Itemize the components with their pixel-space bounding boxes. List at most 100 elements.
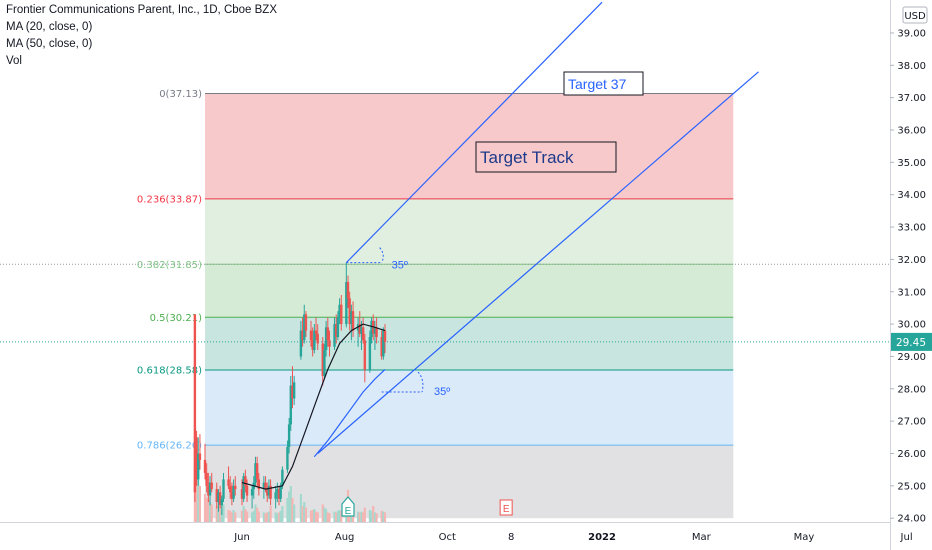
time-tick-label: May	[794, 532, 815, 543]
last-price-badge: 29.45	[891, 332, 932, 351]
volume-bar	[281, 506, 284, 522]
ma20-line	[241, 323, 386, 490]
candle	[262, 476, 266, 499]
trend-line-lower[interactable]	[317, 71, 759, 454]
candle	[218, 485, 222, 509]
volume-bar	[289, 486, 292, 522]
candle	[346, 275, 350, 308]
candle	[208, 476, 212, 506]
candle-body	[299, 330, 303, 357]
candle-body	[313, 330, 316, 350]
volume-bar	[314, 511, 318, 522]
candle	[287, 417, 291, 454]
price-axis-bg	[890, 0, 932, 550]
volume-bar	[219, 506, 222, 522]
volume-bar	[230, 512, 234, 522]
candle-body	[336, 317, 340, 338]
time-tick-label: Oct	[439, 532, 456, 543]
volume-legend[interactable]: Vol	[6, 55, 22, 67]
candle-body	[383, 330, 387, 342]
fib-label-0.236: 0.236(33.87)	[137, 194, 202, 205]
price-axis[interactable]: 24.00 25.00 26.00 27.00 28.00 29.00 30.00 31.00…	[890, 0, 932, 550]
volume-bar	[301, 506, 304, 522]
candle-body	[281, 469, 284, 486]
price-tick-label: 34.00	[897, 190, 926, 201]
candle-body	[266, 489, 269, 496]
candle	[324, 320, 328, 357]
volume-bar	[313, 509, 316, 522]
target37-textbox[interactable]: Target 37	[563, 71, 644, 96]
target-track-textbox[interactable]: Target Track	[475, 141, 617, 173]
candle-body	[227, 479, 230, 486]
candle-body	[210, 482, 213, 490]
candle	[338, 298, 341, 325]
candle-body	[382, 330, 385, 357]
target37-label: Target 37	[568, 76, 627, 92]
volume-bar	[309, 510, 313, 522]
volume-bar	[252, 510, 255, 522]
volume-bar	[380, 510, 383, 522]
candle-body	[257, 479, 261, 490]
candle-body	[195, 437, 198, 480]
candle	[291, 366, 294, 409]
earnings-marker[interactable]: E	[341, 496, 355, 517]
volume-bar	[215, 506, 218, 522]
volume-bar	[362, 512, 365, 522]
volume-bar	[358, 512, 361, 522]
candle-body	[375, 327, 378, 338]
volume-bar	[222, 504, 225, 522]
candle	[336, 311, 340, 341]
volume-bar	[328, 513, 331, 522]
fib-label-0.5: 0.5(30.21)	[150, 313, 202, 324]
candle	[286, 440, 289, 473]
candle	[229, 476, 232, 499]
candle	[326, 317, 330, 347]
candle-body	[311, 340, 314, 350]
volume-bar	[335, 512, 338, 522]
candle	[257, 472, 261, 496]
price-tick-label: 38.00	[897, 61, 926, 72]
currency-button[interactable]: USD	[902, 6, 928, 24]
volume-bar	[227, 510, 230, 522]
candle	[267, 479, 271, 499]
ma20-legend[interactable]: MA (20, close, 0)	[6, 21, 93, 33]
volume-bar	[256, 507, 259, 522]
volume-bar	[360, 511, 363, 522]
candle-body	[222, 479, 225, 499]
candle	[351, 301, 355, 338]
candle	[197, 437, 200, 486]
fib-label-0.618: 0.618(28.58)	[137, 366, 202, 377]
candle	[242, 472, 245, 503]
candle-body	[361, 327, 365, 341]
candle-body	[276, 489, 279, 493]
trend-line-upper[interactable]	[345, 1, 603, 264]
candle	[368, 330, 372, 373]
candle-body	[197, 453, 200, 480]
angle-label-upper: 35º	[392, 260, 408, 272]
currency-label: USD	[904, 11, 926, 22]
candle-body	[358, 324, 361, 334]
candle-body	[244, 476, 247, 486]
candle-body	[333, 324, 336, 347]
ma50-legend[interactable]: MA (50, close, 0)	[6, 38, 93, 50]
candle-body	[218, 492, 222, 506]
candle-body	[323, 349, 326, 376]
candle	[303, 304, 306, 344]
candle-body	[205, 472, 208, 486]
price-tick-label: 37.00	[897, 93, 926, 104]
volume-bar	[267, 511, 271, 522]
fib-zone-0.382	[204, 198, 734, 265]
candle	[304, 311, 308, 338]
fib-retracement[interactable]: 0(37.13) 0.236(33.87) 0.382(31.85) 0.5(30.2…	[137, 89, 734, 519]
last-price-badge-bg	[891, 332, 932, 351]
candle-body	[240, 489, 244, 499]
earnings-marker[interactable]: E	[499, 499, 513, 516]
candle-body	[203, 459, 207, 473]
drawings[interactable]: 35º 35º Target 37 Target Track E E	[317, 1, 759, 517]
candle	[335, 314, 338, 344]
candle-body	[368, 337, 372, 370]
volume-bar	[250, 512, 254, 522]
volume-bar	[220, 509, 223, 522]
time-axis[interactable]: Jun Aug Oct 8 2022 Mar May Jul	[0, 522, 913, 550]
